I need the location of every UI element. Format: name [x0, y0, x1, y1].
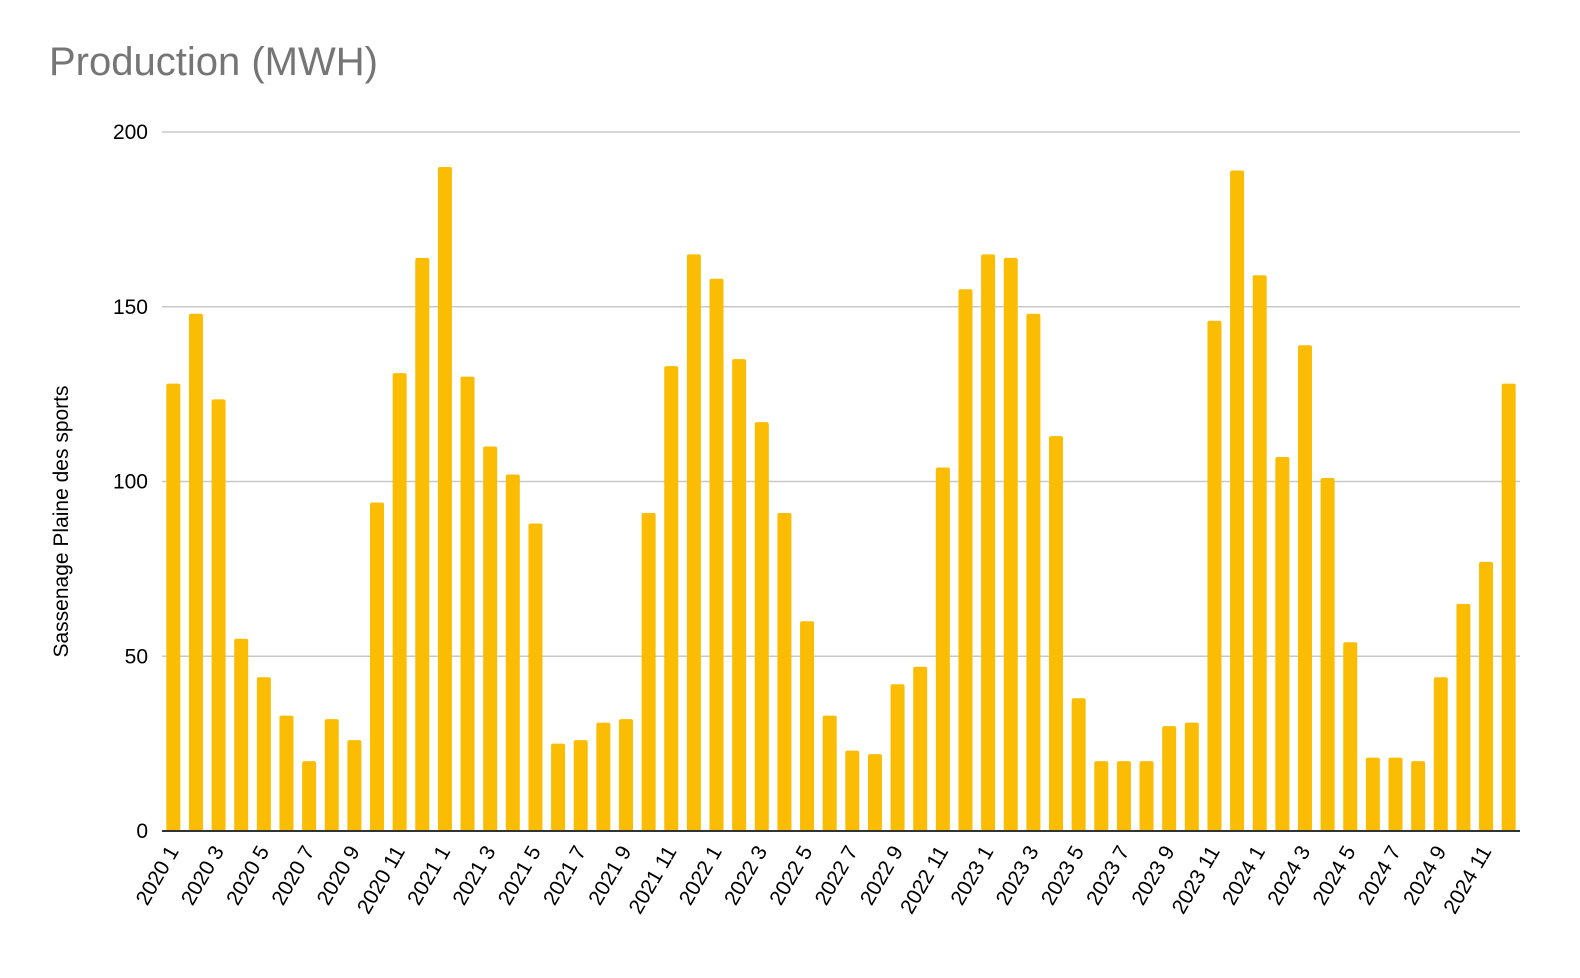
bar — [800, 621, 815, 831]
bar — [483, 446, 498, 831]
x-tick-label: 2023 5 — [1037, 842, 1089, 909]
x-tick-label: 2022 5 — [765, 842, 817, 909]
y-tick-label: 200 — [113, 121, 148, 144]
bar — [890, 684, 905, 831]
x-tick-label: 2020 7 — [267, 842, 319, 909]
bar — [867, 754, 882, 831]
bar — [1388, 757, 1403, 831]
bar — [664, 366, 679, 831]
bar — [1094, 761, 1109, 831]
bar — [958, 289, 973, 831]
bar — [211, 399, 226, 831]
x-tick-label: 2024 1 — [1218, 842, 1270, 909]
y-tick-label: 0 — [136, 820, 148, 843]
bar — [777, 512, 792, 831]
bar — [596, 722, 611, 831]
bar — [505, 474, 520, 831]
bar — [935, 467, 950, 831]
bar — [1116, 761, 1131, 831]
x-tick-label: 2020 3 — [177, 842, 229, 909]
y-tick-label: 50 — [125, 645, 148, 668]
bar — [618, 719, 633, 831]
bar — [1343, 642, 1358, 831]
bar — [302, 761, 317, 831]
bar — [1162, 726, 1177, 831]
bar — [256, 677, 271, 831]
bar — [686, 254, 701, 831]
bar — [1365, 757, 1380, 831]
bar — [1207, 320, 1222, 831]
bar — [392, 373, 407, 831]
bar — [1071, 698, 1086, 831]
x-tick-label: 2023 1 — [946, 842, 998, 909]
bar — [415, 257, 430, 831]
x-tick-label: 2020 1 — [132, 842, 184, 909]
bar — [234, 638, 249, 831]
y-tick-label: 100 — [113, 471, 148, 494]
x-tick-label: 2021 3 — [448, 842, 500, 909]
x-tick-label: 2020 5 — [222, 842, 274, 909]
x-tick-label: 2022 7 — [811, 842, 863, 909]
x-tick-label: 2022 3 — [720, 842, 772, 909]
bar — [1433, 677, 1448, 831]
x-tick-label: 2023 3 — [992, 842, 1044, 909]
chart-title: Production (MWH) — [49, 40, 378, 84]
bar — [981, 254, 996, 831]
bar — [1275, 457, 1290, 831]
bar — [188, 313, 203, 831]
bar — [370, 502, 385, 831]
x-tick-label: 2021 5 — [494, 842, 546, 909]
bar — [166, 383, 181, 831]
bar — [732, 359, 747, 831]
bar — [1003, 257, 1018, 831]
bar — [279, 715, 294, 831]
bar — [324, 719, 339, 831]
x-tick-label: 2021 7 — [539, 842, 591, 909]
bar — [437, 166, 452, 831]
bar — [822, 715, 837, 831]
bar — [1501, 383, 1516, 831]
x-tick-label: 2024 5 — [1309, 842, 1361, 909]
bar — [573, 740, 588, 831]
bar — [1411, 761, 1426, 831]
bar — [1230, 170, 1245, 831]
bar — [1479, 561, 1494, 831]
bar — [347, 740, 362, 831]
x-tick-label: 2024 3 — [1263, 842, 1315, 909]
gridlines — [162, 131, 1520, 657]
y-tick-labels: 0 50 100 150 200 — [113, 121, 148, 843]
bar — [460, 376, 475, 831]
bar — [551, 743, 566, 831]
y-tick-label: 150 — [113, 296, 148, 319]
x-tick-label: 2021 1 — [403, 842, 455, 909]
bar — [1297, 345, 1312, 831]
bar — [1252, 275, 1267, 831]
y-axis-title: Sassenage Plaine des sports — [50, 385, 73, 657]
bar — [1026, 313, 1041, 831]
bar — [1184, 722, 1199, 831]
bar — [1456, 603, 1471, 831]
bar — [845, 750, 860, 831]
bar — [1320, 478, 1335, 831]
x-tick-label: 2022 1 — [675, 842, 727, 909]
x-tick-label: 2023 7 — [1082, 842, 1134, 909]
bar — [754, 422, 769, 831]
bar — [641, 512, 656, 831]
bar — [1139, 761, 1154, 831]
x-tick-label: 2024 7 — [1354, 842, 1406, 909]
bar — [528, 523, 543, 831]
bars — [166, 166, 1516, 831]
bar — [913, 666, 928, 831]
bar — [709, 278, 724, 831]
bar — [1049, 436, 1064, 831]
